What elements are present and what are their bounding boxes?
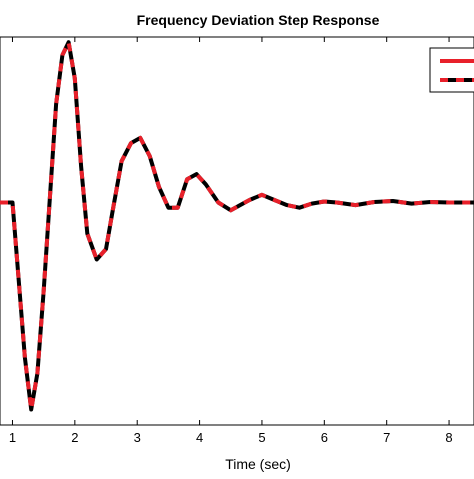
plot-area [0,36,474,426]
x-tick-label: 8 [445,430,452,445]
x-axis-ticks: 1 2 3 4 5 6 7 8 [9,37,453,445]
chart-title: Frequency Deviation Step Response [137,12,380,28]
x-axis-label: Time (sec) [225,456,291,472]
x-tick-label: 1 [9,430,16,445]
series-line-1 [0,40,474,412]
x-tick-label: 3 [134,430,141,445]
x-tick-label: 5 [258,430,265,445]
legend [429,47,474,93]
x-tick-label: 2 [71,430,78,445]
x-tick-label: 6 [321,430,328,445]
legend-box [429,47,474,93]
series-layer [0,40,474,412]
x-tick-label: 4 [196,430,203,445]
x-tick-label: 7 [383,430,390,445]
